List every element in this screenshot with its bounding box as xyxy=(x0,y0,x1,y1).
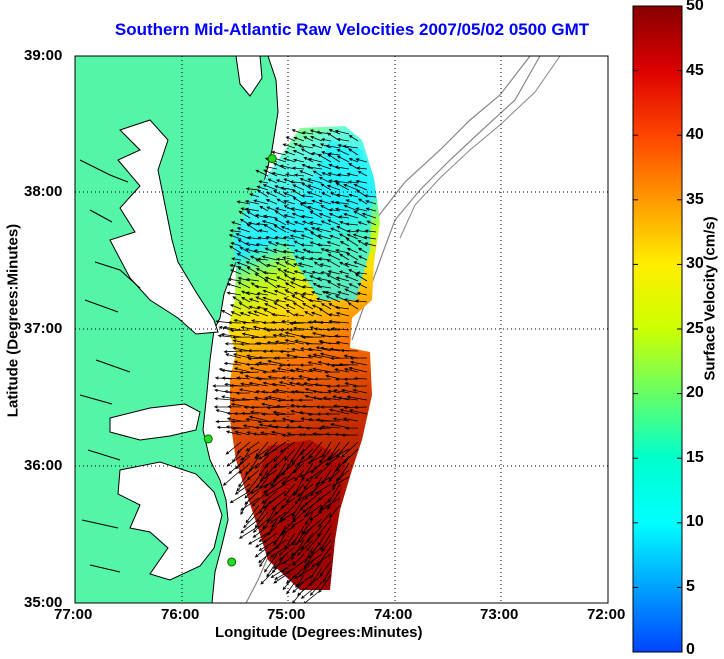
y-tick-label: 39:00 xyxy=(24,47,63,64)
colorbar xyxy=(632,5,683,653)
x-tick-label: 75:00 xyxy=(267,606,306,623)
colorbar-tick-label: 40 xyxy=(686,126,704,143)
map-title: Southern Mid-Atlantic Raw Velocities 200… xyxy=(114,20,590,39)
land-mass xyxy=(75,56,279,603)
y-tick-label: 37:00 xyxy=(24,320,63,337)
colorbar-tick-label: 45 xyxy=(686,62,704,79)
colorbar-tick-label: 25 xyxy=(686,320,704,337)
colorbar-tick-label: 10 xyxy=(686,513,704,530)
albemarle-sound xyxy=(109,403,201,441)
south-station xyxy=(227,557,237,567)
chesapeake-bay xyxy=(109,119,219,335)
x-tick-label: 76:00 xyxy=(161,606,200,623)
x-tick-label: 73:00 xyxy=(480,606,519,623)
middle-station xyxy=(203,434,213,444)
colorbar-tick-label: 0 xyxy=(686,641,695,658)
colorbar-tick-label: 30 xyxy=(686,255,704,272)
colorbar-tick-label: 35 xyxy=(686,191,704,208)
colorbar-tick-label: 5 xyxy=(686,578,695,595)
pamlico-sound xyxy=(117,461,223,581)
colorbar-label: Surface Velocity (cm/s) xyxy=(701,216,719,381)
y-tick-label: 35:00 xyxy=(24,594,63,611)
colorbar-tick-label: 50 xyxy=(686,0,704,14)
delaware-bay xyxy=(235,56,263,97)
x-tick-label: 77:00 xyxy=(54,606,93,623)
bathymetry-contour-shelf xyxy=(399,56,561,239)
velocity-core xyxy=(260,440,346,588)
river-estuary xyxy=(79,159,141,573)
x-tick-label: 72:00 xyxy=(587,606,626,623)
colorbar-tick-label: 20 xyxy=(686,384,704,401)
colorbar-tick-label: 15 xyxy=(686,449,704,466)
grid-lines xyxy=(75,56,608,603)
velocity-vectors xyxy=(212,129,377,603)
plot-border xyxy=(74,55,609,604)
x-tick-label: 74:00 xyxy=(374,606,413,623)
radar-stations xyxy=(203,154,277,567)
north-station xyxy=(267,154,277,164)
y-axis-label: Latitude (Degrees:Minutes) xyxy=(4,223,22,418)
y-tick-label: 36:00 xyxy=(24,457,63,474)
colorbar-tick-marks xyxy=(633,5,682,653)
x-axis-label: Longitude (Degrees:Minutes) xyxy=(215,624,423,641)
y-tick-label: 38:00 xyxy=(24,183,63,200)
